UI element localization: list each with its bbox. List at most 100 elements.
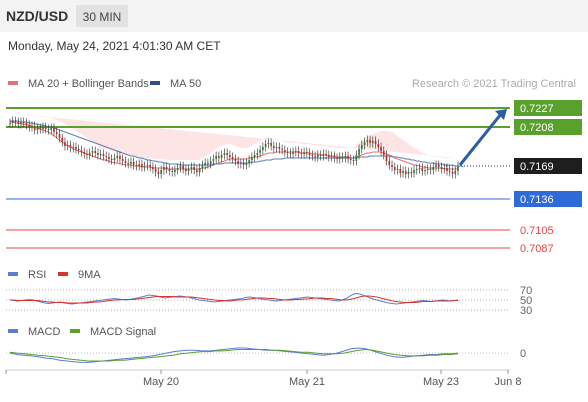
x-tick-label: Jun 8 [495, 376, 522, 388]
candle-body [316, 155, 319, 157]
bollinger-band [10, 113, 456, 160]
candle-body [119, 156, 121, 159]
candle-body [336, 158, 338, 159]
rsi-tick-50: 50 [520, 295, 532, 307]
candle-body [443, 168, 446, 169]
candle-body [424, 170, 426, 171]
candle-body [44, 127, 47, 129]
candle-body [141, 164, 143, 167]
candle-body [209, 161, 212, 164]
candle-body [421, 168, 424, 171]
candle-body [220, 155, 223, 158]
candle-body [163, 167, 165, 170]
candle-body [369, 140, 371, 143]
rsi-ma-line [10, 295, 458, 304]
candle-body [388, 161, 391, 165]
candle-body [270, 143, 272, 146]
candle-body [415, 169, 418, 170]
candle-body [69, 145, 72, 148]
candle-body [154, 169, 157, 172]
rsi-line [9, 292, 459, 305]
candle-body [360, 145, 363, 149]
candle-body [99, 154, 102, 155]
candle-body [319, 155, 322, 156]
candle-body [275, 147, 278, 148]
candle-body [440, 167, 443, 169]
candle-body [374, 141, 377, 144]
candle-body [347, 156, 349, 159]
legend-swatch-macd [8, 329, 18, 333]
candle-body [207, 163, 209, 164]
candle-body [215, 156, 217, 159]
candle-body [25, 123, 28, 125]
candle-body [325, 154, 327, 155]
candle-body [355, 155, 358, 161]
legend-swatch-ma50 [150, 81, 160, 85]
candle-body [55, 132, 58, 134]
candle-body [160, 170, 162, 174]
candle-body [105, 156, 108, 157]
candle-body [289, 153, 292, 154]
candle-body [454, 171, 457, 174]
candle-body [306, 152, 308, 153]
candle-body [413, 170, 415, 173]
candle-body [116, 156, 119, 158]
candle-body [53, 128, 55, 132]
level-badge-0.7136 [514, 191, 582, 207]
candle-body [132, 162, 135, 165]
candle-body [28, 125, 31, 127]
candle-body [382, 151, 385, 155]
candle-body [64, 142, 66, 146]
candle-body [102, 154, 105, 156]
candle-body [234, 159, 237, 161]
candle-body [237, 161, 239, 164]
macd-legend: MACD MACD Signal [8, 326, 156, 338]
candle-body [22, 122, 25, 123]
candle-body [314, 156, 316, 157]
candle-body [457, 166, 459, 171]
candle-body [311, 155, 314, 156]
candle-body [253, 155, 256, 157]
candle-body [358, 149, 360, 155]
candle-body [121, 159, 124, 161]
candle-body [77, 149, 80, 150]
candle-body [31, 126, 33, 127]
candle-body [86, 154, 88, 155]
candle-body [149, 165, 152, 167]
candle-body [308, 153, 311, 155]
datetime-label: Monday, May 24, 2021 4:01:30 AM CET [8, 39, 221, 53]
legend-swatch-rsi-ma [58, 272, 68, 276]
candle-body [451, 172, 454, 174]
candle-body [130, 162, 132, 164]
candle-body [262, 147, 264, 150]
candle-body [83, 152, 86, 154]
candle-body [426, 169, 429, 170]
level-badge-0.7208 [514, 119, 582, 135]
candle-body [286, 152, 289, 153]
candle-body [437, 165, 440, 167]
legend-swatch-rsi [8, 272, 18, 276]
candle-body [371, 141, 374, 143]
candle-body [338, 157, 341, 159]
candle-body [256, 153, 259, 155]
timeframe-badge[interactable] [76, 5, 128, 27]
last-price-label: 0.7169 [520, 161, 554, 173]
candle-body [42, 127, 44, 129]
candle-body [182, 166, 184, 169]
candle-body [146, 165, 149, 166]
candle-body [20, 122, 22, 124]
candle-body [264, 144, 267, 147]
candle-body [168, 169, 171, 171]
candle-body [124, 161, 127, 163]
level-label-0.7227: 0.7227 [520, 103, 554, 115]
candle-body [303, 152, 305, 154]
macd-tick-0: 0 [520, 348, 526, 360]
candle-body [171, 171, 173, 172]
candle-body [176, 168, 179, 170]
candle-body [17, 122, 20, 124]
legend-swatch-ma20 [8, 81, 18, 85]
candle-body [349, 159, 352, 160]
candle-body [273, 146, 275, 148]
